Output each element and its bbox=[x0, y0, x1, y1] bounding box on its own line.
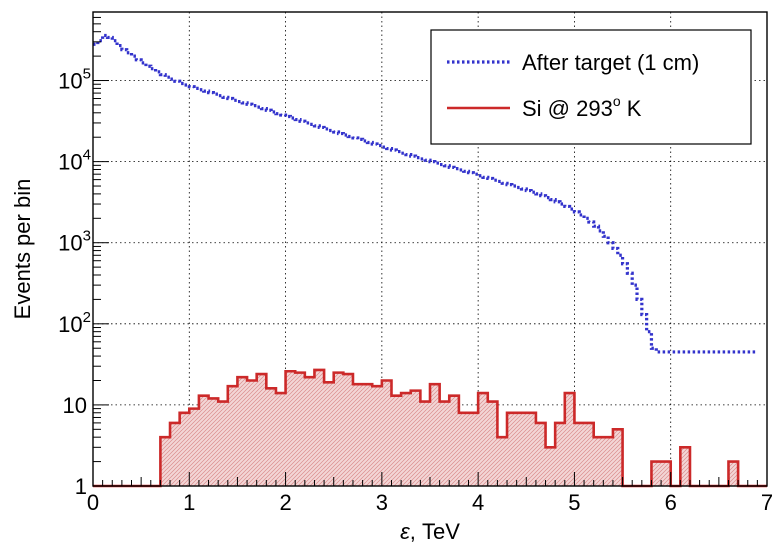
legend-box bbox=[430, 29, 752, 145]
legend-label-si-main: Si @ 293 bbox=[522, 96, 613, 121]
x-tick-label: 7 bbox=[761, 490, 773, 515]
axis-ticks bbox=[92, 16, 768, 487]
x-axis-title: ε, TeV bbox=[400, 519, 460, 544]
y-tick-label: 1 bbox=[75, 474, 87, 499]
legend: After target (1 cm) Si @ 293o K bbox=[430, 29, 752, 145]
si-histogram-fill bbox=[93, 369, 767, 486]
x-tick-label: 0 bbox=[87, 490, 99, 515]
x-axis-title-symbol: ε bbox=[400, 519, 410, 544]
x-tick-label: 1 bbox=[183, 490, 195, 515]
y-tick-label: 104 bbox=[58, 147, 91, 175]
x-tick-label: 2 bbox=[279, 490, 291, 515]
x-tick-label: 4 bbox=[472, 490, 484, 515]
y-tick-label: 105 bbox=[58, 66, 91, 94]
x-tick-label: 3 bbox=[376, 490, 388, 515]
y-tick-label: 10 bbox=[63, 393, 87, 418]
x-tick-label: 6 bbox=[665, 490, 677, 515]
y-tick-label: 103 bbox=[58, 228, 91, 256]
y-axis-title: Events per bin bbox=[10, 179, 35, 320]
y-tick-label: 102 bbox=[58, 309, 91, 337]
legend-label-after-target: After target (1 cm) bbox=[522, 50, 699, 75]
legend-label-si: Si @ 293o K bbox=[522, 93, 642, 121]
x-axis-title-unit: , TeV bbox=[410, 519, 460, 544]
legend-label-si-degree: o bbox=[613, 93, 621, 109]
x-tick-label: 5 bbox=[568, 490, 580, 515]
legend-label-si-unit: K bbox=[621, 96, 642, 121]
after-target-histogram-line bbox=[93, 33, 758, 354]
